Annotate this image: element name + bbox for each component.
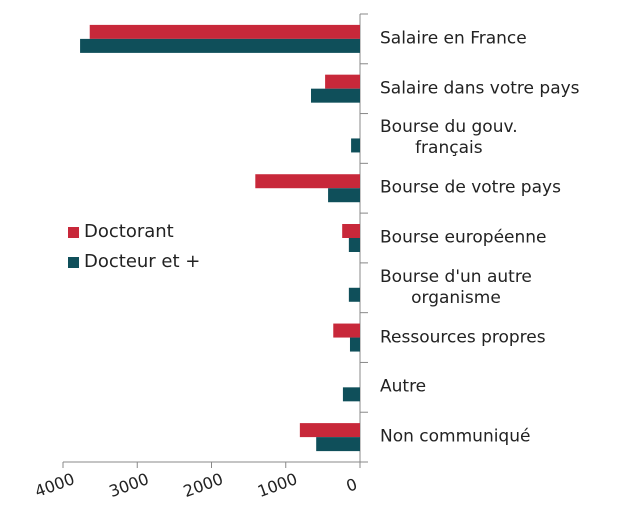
x-tick-label: 0 bbox=[344, 474, 360, 495]
category-label: Autre bbox=[380, 376, 427, 397]
category-label: Salaire en France bbox=[380, 28, 527, 49]
legend-label: Docteur et + bbox=[84, 251, 200, 272]
bar bbox=[349, 337, 360, 352]
category-label: Salaire dans votre pays bbox=[380, 78, 580, 99]
x-tick-label: 2000 bbox=[181, 469, 226, 501]
legend-label: Doctorant bbox=[84, 221, 174, 242]
bar bbox=[80, 38, 360, 53]
bar bbox=[299, 423, 360, 438]
category-label: Non communiqué bbox=[380, 426, 531, 447]
bar bbox=[316, 437, 360, 452]
bar bbox=[328, 188, 360, 203]
category-label: Bourse du gouv. français bbox=[380, 117, 518, 159]
bar bbox=[310, 88, 360, 103]
x-tick-label: 3000 bbox=[107, 469, 152, 501]
bar bbox=[342, 224, 360, 238]
bar bbox=[89, 24, 360, 39]
category-label: Ressources propres bbox=[380, 327, 546, 348]
category-label: Bourse de votre pays bbox=[380, 177, 561, 198]
bar bbox=[342, 387, 360, 402]
bar bbox=[255, 174, 360, 189]
bar bbox=[348, 238, 360, 252]
category-label: Bourse d'un autre organisme bbox=[380, 266, 532, 308]
legend-swatch bbox=[68, 227, 79, 238]
bar bbox=[348, 287, 360, 302]
x-tick-label: 4000 bbox=[32, 469, 77, 501]
x-tick-label: 1000 bbox=[255, 469, 300, 501]
category-label: Bourse européenne bbox=[380, 227, 547, 248]
legend-swatch bbox=[68, 257, 79, 268]
bar bbox=[325, 74, 360, 89]
bar bbox=[333, 323, 360, 338]
bar bbox=[351, 138, 360, 153]
